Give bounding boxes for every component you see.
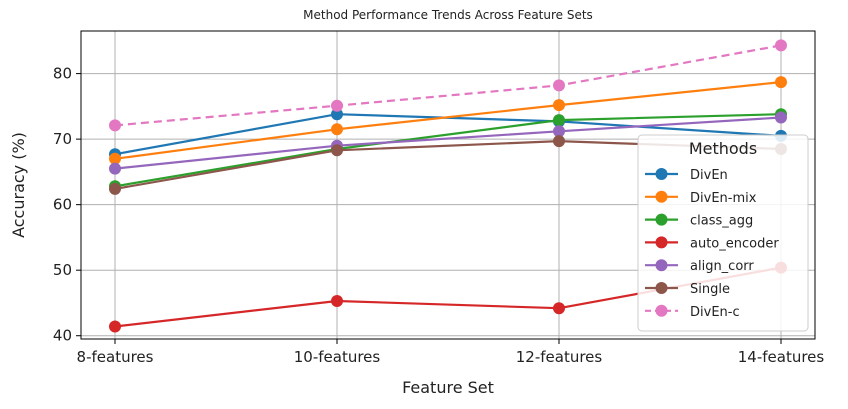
- data-point: [775, 76, 787, 89]
- legend-swatch-marker: [655, 213, 668, 226]
- legend-box: [637, 134, 809, 332]
- series-line: [114, 116, 782, 170]
- series-line: [114, 44, 782, 127]
- x-tick-label: 14-features: [738, 348, 825, 366]
- legend-label: auto_encoder: [690, 236, 779, 251]
- data-point: [331, 144, 343, 157]
- y-tick-label: 70: [53, 130, 72, 148]
- data-point: [775, 111, 787, 124]
- x-tick-label: 10-features: [294, 348, 381, 366]
- legend-title: Methods: [689, 139, 757, 158]
- legend-swatch-marker: [655, 236, 668, 249]
- y-tick-label: 60: [53, 196, 72, 214]
- legend-label: DivEn: [690, 168, 728, 183]
- legend-swatch-marker: [655, 282, 668, 294]
- data-point: [553, 79, 565, 92]
- legend-swatch-marker: [655, 168, 668, 180]
- legend-item: auto_encoder: [645, 236, 779, 251]
- legend-item: DivEn: [645, 168, 728, 183]
- legend-swatch-marker: [655, 190, 668, 203]
- legend-label: align_corr: [690, 259, 754, 274]
- legend-item: DivEn-c: [645, 304, 740, 320]
- y-tick-label: 80: [53, 65, 72, 83]
- legend-item: align_corr: [645, 259, 754, 274]
- data-point: [775, 39, 787, 52]
- data-point: [331, 108, 343, 121]
- data-point: [109, 119, 121, 132]
- y-axis: 40 50 60 70 80: [53, 65, 81, 345]
- data-point: [553, 114, 565, 127]
- data-point: [109, 182, 121, 195]
- series-line: [114, 81, 782, 160]
- legend-swatch-marker: [655, 304, 668, 317]
- series-diven-mix: [109, 76, 787, 165]
- series-line: [114, 113, 782, 188]
- legend-label: class_agg: [690, 214, 753, 229]
- legend-item: class_agg: [645, 213, 753, 229]
- data-point: [331, 123, 343, 136]
- legend-item: DivEn-mix: [645, 190, 757, 206]
- y-tick-label: 50: [53, 261, 72, 279]
- data-point: [109, 152, 121, 165]
- y-tick-label: 40: [53, 327, 72, 345]
- x-tick-label: 8-features: [77, 348, 154, 366]
- x-axis-title: Feature Set: [402, 378, 494, 397]
- y-axis-title: Accuracy (%): [9, 132, 28, 238]
- legend-items: DivEn DivEn-mix class_agg auto_encoderalign…: [645, 168, 779, 320]
- x-axis: 8-features 10-features 12-features 14-featu…: [77, 339, 825, 366]
- legend-swatch-marker: [655, 259, 668, 272]
- legend: Methods DivEn DivEn-mix class_agg auto_enco…: [637, 134, 809, 332]
- data-point: [109, 320, 121, 333]
- data-point: [553, 125, 565, 138]
- data-point: [553, 302, 565, 315]
- data-point: [331, 295, 343, 307]
- series-align-corr: [109, 111, 787, 175]
- legend-item: Single: [645, 282, 730, 297]
- data-point: [553, 99, 565, 112]
- chart-title: Method Performance Trends Across Feature…: [303, 8, 593, 22]
- data-point: [331, 99, 343, 112]
- data-point: [553, 135, 565, 148]
- legend-label: DivEn-mix: [690, 191, 757, 206]
- legend-label: DivEn-c: [690, 305, 740, 320]
- series-diven-c: [109, 39, 787, 132]
- x-tick-label: 12-features: [516, 348, 603, 366]
- legend-label: Single: [690, 282, 730, 297]
- plot-area-frame: [80, 30, 816, 340]
- data-point: [109, 162, 121, 175]
